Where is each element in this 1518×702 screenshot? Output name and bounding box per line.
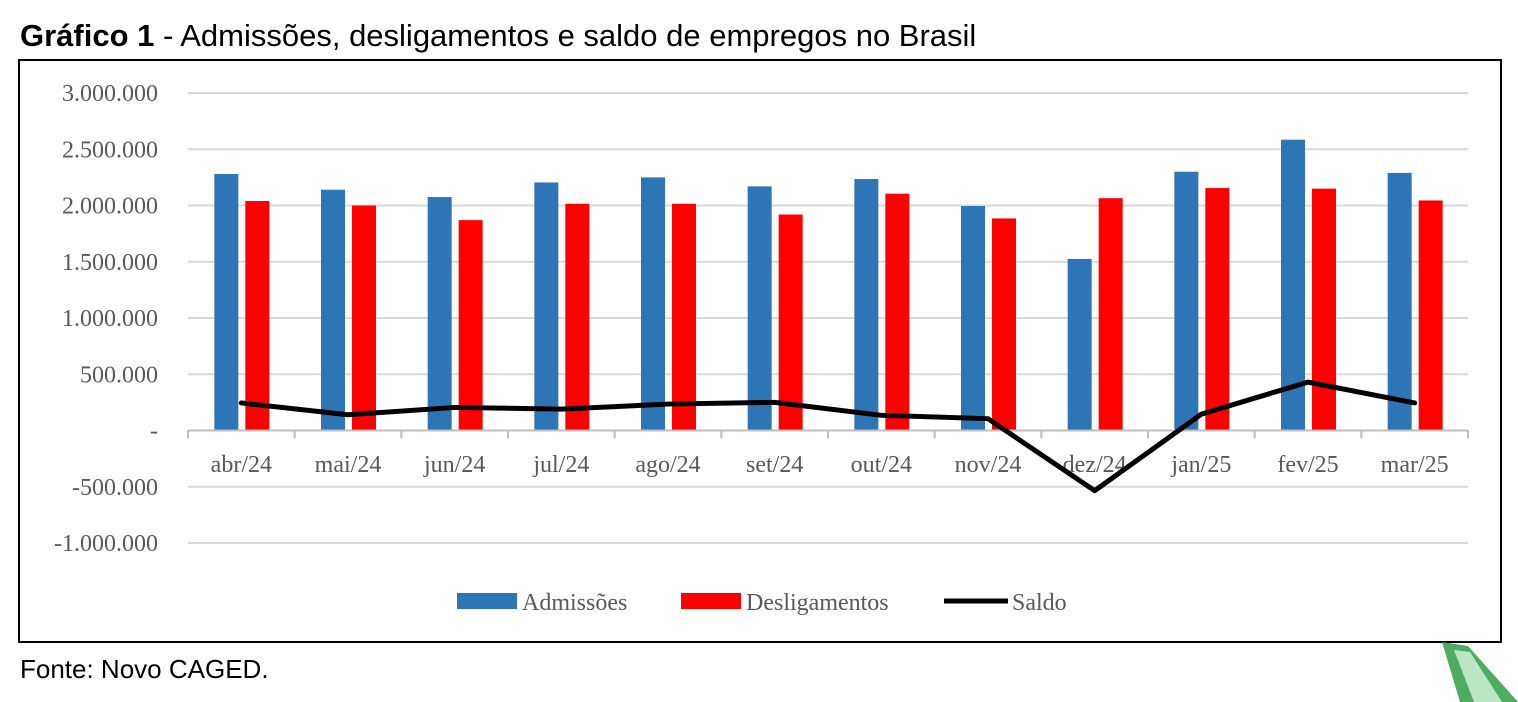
bar-admissoes (321, 189, 345, 431)
bar-desligamentos (565, 203, 590, 431)
bar-desligamentos (1098, 198, 1123, 431)
y-tick-label: -1.000.000 (54, 531, 158, 557)
bar-admissoes (534, 182, 559, 431)
y-axis-ticks: 3.000.000 2.500.000 2.000.000 1.500.000 1.00… (54, 81, 158, 557)
bar-admissoes (427, 197, 452, 431)
saldo-point (879, 413, 883, 417)
saldo-point (1199, 412, 1203, 416)
saldo-point (1093, 489, 1097, 493)
x-tick-label: jan/25 (1170, 452, 1231, 478)
bar-desligamentos (885, 193, 910, 431)
chart-title: Gráfico 1 - Admissões, desligamentos e s… (20, 18, 976, 54)
y-tick-label: - (150, 419, 158, 445)
bar-desligamentos (245, 201, 270, 431)
chart-title-bold: Gráfico 1 (20, 18, 155, 53)
bar-desligamentos (1312, 188, 1336, 431)
bar-admissoes (1067, 258, 1092, 431)
bar-admissoes (747, 186, 772, 431)
x-tick-label: nov/24 (955, 452, 1022, 478)
saldo-point (1306, 380, 1310, 384)
saldo-point (239, 401, 243, 405)
legend-saldo-label: Saldo (1012, 590, 1067, 616)
x-tick-label: mar/25 (1381, 452, 1449, 478)
bar-admissoes (1174, 171, 1199, 431)
bar-admissoes (961, 206, 985, 431)
bar-admissoes (641, 177, 665, 431)
saldo-point (559, 407, 563, 411)
bar-desligamentos (352, 205, 376, 431)
y-tick-label: -500.000 (72, 475, 158, 501)
bar-admissoes (214, 174, 239, 431)
bar-desligamentos (672, 203, 696, 431)
bar-desligamentos (1418, 200, 1443, 431)
bar-desligamentos (1205, 188, 1230, 431)
bar-desligamentos (458, 220, 483, 431)
y-tick-label: 500.000 (80, 362, 158, 388)
y-tick-label: 1.500.000 (62, 250, 158, 276)
legend-desligamentos-label: Desligamentos (746, 590, 889, 616)
bar-admissoes (854, 179, 879, 431)
logo-fragment-icon (1442, 642, 1518, 702)
legend: Admissões Desligamentos Saldo (457, 590, 1067, 616)
x-axis (187, 429, 1469, 439)
y-tick-label: 2.500.000 (62, 137, 158, 163)
x-tick-label: fev/25 (1277, 452, 1338, 478)
saldo-point (346, 413, 350, 417)
x-tick-label: mai/24 (315, 452, 382, 478)
x-tick-label: ago/24 (635, 452, 700, 478)
x-axis-ticks: abr/24 mai/24 jun/24 jul/24 ago/24 set/24 out/… (211, 452, 1449, 478)
x-tick-label: out/24 (851, 452, 912, 478)
y-tick-label: 1.000.000 (62, 306, 158, 332)
bar-desligamentos (992, 218, 1016, 431)
y-tick-label: 2.000.000 (62, 194, 158, 220)
chart-title-rest: - Admissões, desligamentos e saldo de em… (154, 18, 977, 53)
bars (214, 139, 1443, 431)
saldo-point (1413, 401, 1417, 405)
saldo-line (238, 379, 1418, 494)
y-tick-label: 3.000.000 (62, 81, 158, 107)
x-tick-label: abr/24 (211, 452, 272, 478)
source-note: Fonte: Novo CAGED. (20, 654, 269, 684)
bar-admissoes (1387, 172, 1412, 431)
saldo-point (453, 405, 457, 409)
bar-desligamentos (778, 214, 803, 431)
legend-desligamentos-swatch (681, 593, 741, 609)
saldo-line-group (238, 379, 1418, 494)
x-tick-label: jun/24 (423, 452, 485, 478)
x-tick-label: set/24 (746, 452, 803, 478)
gridlines (188, 92, 1468, 544)
saldo-point (773, 400, 777, 404)
legend-admissoes-label: Admissões (522, 590, 627, 616)
saldo-point (986, 417, 990, 421)
legend-admissoes-swatch (457, 593, 517, 609)
saldo-point (666, 402, 670, 406)
x-tick-label: jul/24 (532, 452, 589, 478)
